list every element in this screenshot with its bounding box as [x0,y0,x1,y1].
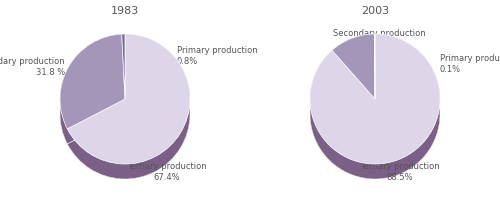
Wedge shape [332,34,375,99]
Wedge shape [60,48,125,143]
Wedge shape [122,35,125,100]
Text: Tertiary production
67.4%: Tertiary production 67.4% [127,162,206,182]
Wedge shape [122,49,125,114]
Wedge shape [68,44,190,173]
Wedge shape [68,41,190,171]
Wedge shape [122,42,125,107]
Wedge shape [332,41,375,106]
Wedge shape [68,35,190,165]
Wedge shape [310,34,440,164]
Wedge shape [122,44,125,109]
Wedge shape [60,35,125,130]
Wedge shape [60,44,125,138]
Wedge shape [310,37,440,167]
Wedge shape [68,46,190,176]
Wedge shape [332,35,375,100]
Text: Secondary production
11.4%: Secondary production 11.4% [333,29,426,49]
Wedge shape [332,39,375,105]
Wedge shape [60,34,125,129]
Wedge shape [310,34,440,164]
Wedge shape [60,49,125,144]
Wedge shape [332,37,375,102]
Wedge shape [60,38,125,133]
Wedge shape [122,37,125,102]
Wedge shape [310,44,440,173]
Text: Primary production
0.1%: Primary production 0.1% [440,54,500,74]
Wedge shape [122,41,125,106]
Wedge shape [122,46,125,111]
Wedge shape [310,42,440,172]
Wedge shape [332,34,375,99]
Text: Primary production
0.8%: Primary production 0.8% [176,46,258,66]
Wedge shape [68,42,190,172]
Wedge shape [310,41,440,171]
Wedge shape [68,34,190,164]
Wedge shape [68,48,190,178]
Wedge shape [68,38,190,168]
Wedge shape [60,42,125,137]
Wedge shape [310,35,440,165]
Text: 1983: 1983 [111,6,139,16]
Wedge shape [122,34,125,99]
Wedge shape [68,39,190,169]
Wedge shape [60,34,125,129]
Wedge shape [310,39,440,169]
Text: 2003: 2003 [361,6,389,16]
Text: Secondary production
31.8 %: Secondary production 31.8 % [0,57,65,77]
Wedge shape [332,38,375,103]
Wedge shape [60,37,125,132]
Wedge shape [332,49,375,114]
Wedge shape [332,48,375,113]
Wedge shape [60,46,125,141]
Wedge shape [60,41,125,136]
Wedge shape [60,45,125,140]
Wedge shape [310,49,440,179]
Wedge shape [332,45,375,110]
Wedge shape [310,49,440,179]
Wedge shape [68,34,190,164]
Wedge shape [68,49,190,179]
Wedge shape [122,45,125,110]
Wedge shape [310,45,440,175]
Wedge shape [60,49,125,144]
Wedge shape [122,48,125,113]
Wedge shape [310,38,440,168]
Wedge shape [332,49,375,114]
Wedge shape [332,42,375,107]
Wedge shape [332,44,375,109]
Wedge shape [68,49,190,179]
Wedge shape [122,49,125,114]
Wedge shape [310,46,440,176]
Wedge shape [310,48,440,178]
Wedge shape [68,45,190,175]
Text: Tertiary production
88.5%: Tertiary production 88.5% [360,162,440,182]
Wedge shape [122,38,125,103]
Wedge shape [68,37,190,167]
Wedge shape [332,46,375,111]
Wedge shape [122,34,125,99]
Wedge shape [60,40,125,134]
Wedge shape [122,39,125,105]
